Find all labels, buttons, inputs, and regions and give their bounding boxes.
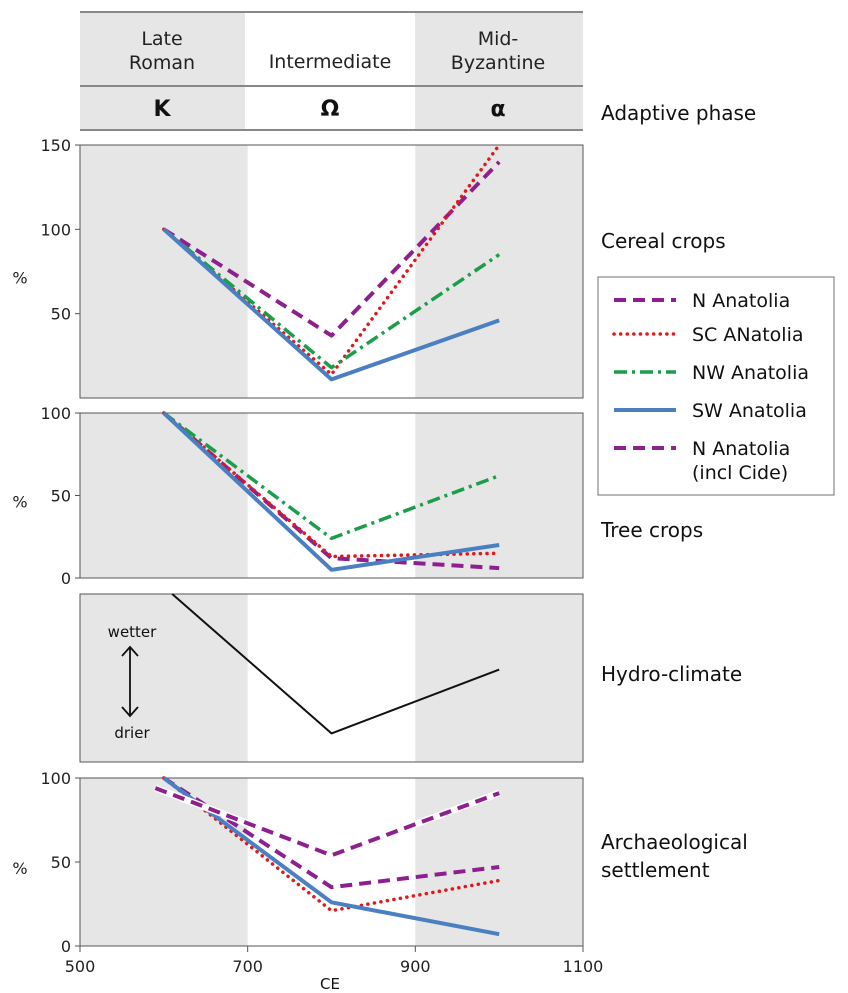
series-line-hydro bbox=[171, 593, 500, 735]
x-axis: 500 700 900 1100 bbox=[65, 946, 604, 976]
x-axis-title: CE bbox=[320, 975, 340, 993]
panel-2: Hydro-climate bbox=[79, 593, 742, 763]
y-tick-label: 50 bbox=[51, 487, 71, 506]
series-line-nw-anatolia bbox=[162, 227, 501, 370]
adaptive-phase-symbol-2: α bbox=[490, 97, 505, 122]
y-tick-label: 100 bbox=[40, 404, 71, 423]
legend-label-0: N Anatolia bbox=[692, 290, 790, 312]
panel-shade bbox=[415, 413, 583, 578]
y-tick-label: 50 bbox=[51, 305, 71, 324]
adaptive-phase-label: Adaptive phase bbox=[601, 101, 756, 125]
header-shade-late-roman bbox=[80, 12, 245, 130]
y-tick-label: 0 bbox=[61, 569, 71, 588]
x-tick-label: 1100 bbox=[563, 957, 604, 976]
x-tick-label: 900 bbox=[400, 957, 431, 976]
panel-label-arch: Archaeological bbox=[601, 830, 748, 854]
series-line-n-anatolia bbox=[162, 411, 500, 571]
x-tick-label: 500 bbox=[65, 957, 96, 976]
y-tick-label: 50 bbox=[51, 853, 71, 872]
panel-1: 0 50 100% Tree crops bbox=[12, 404, 703, 588]
panel-label-cereal: Cereal crops bbox=[601, 229, 726, 253]
period-label-1: Intermediate bbox=[269, 51, 392, 73]
panel-shade bbox=[415, 145, 583, 398]
period-label-0: Roman bbox=[129, 52, 195, 74]
period-label-2: Mid- bbox=[478, 28, 519, 50]
y-tick-label: 0 bbox=[61, 937, 71, 956]
legend: N Anatolia SC ANatolia NW Anatolia SW Anato… bbox=[612, 290, 809, 484]
panel-shade bbox=[80, 594, 248, 762]
legend-label-4: (incl Cide) bbox=[692, 462, 788, 484]
legend-label-3: SW Anatolia bbox=[692, 400, 807, 422]
adaptive-phase-symbol-1: Ω bbox=[321, 97, 340, 122]
panel-3: 0 50 100% Archaeological settlement bbox=[12, 769, 747, 956]
panel-shade bbox=[80, 413, 248, 578]
legend-label-1: SC ANatolia bbox=[692, 324, 804, 346]
panels: 50 100 150% Cereal crops 0 50 100% Tree crops Hy… bbox=[12, 136, 747, 956]
y-axis-label: % bbox=[12, 269, 27, 288]
panel-shade bbox=[415, 778, 583, 946]
panel-label-hydro: Hydro-climate bbox=[601, 662, 742, 686]
x-tick-label: 700 bbox=[232, 957, 263, 976]
series-line-n-anatolia-incl-cide- bbox=[154, 786, 500, 858]
series-line-sc-anatolia bbox=[162, 776, 501, 913]
panel-shade bbox=[80, 145, 248, 398]
panel-0: 50 100 150% Cereal crops bbox=[12, 136, 726, 399]
panel-frame bbox=[79, 593, 584, 763]
panel-shade bbox=[80, 778, 248, 946]
y-tick-label: 100 bbox=[40, 769, 71, 788]
series-line-sc-anatolia bbox=[162, 411, 501, 559]
header-shade-mid-byzantine bbox=[415, 12, 583, 130]
legend-label-2: NW Anatolia bbox=[692, 362, 809, 384]
panel-label-tree: Tree crops bbox=[600, 518, 703, 542]
hydro-drier-label: drier bbox=[114, 724, 150, 742]
y-axis-label: % bbox=[12, 493, 27, 512]
hydro-wetter-label: wetter bbox=[108, 623, 157, 641]
legend-label-4: N Anatolia bbox=[692, 438, 790, 460]
adaptive-phase-symbol-0: K bbox=[153, 97, 171, 122]
series-line-sw-anatolia bbox=[162, 227, 500, 382]
series-line-sw-anatolia bbox=[162, 411, 500, 572]
period-label-0: Late bbox=[141, 28, 182, 50]
period-label-2: Byzantine bbox=[451, 52, 545, 74]
y-tick-label: 150 bbox=[40, 136, 71, 155]
y-axis-label: % bbox=[12, 859, 27, 878]
series-line-sw-anatolia bbox=[162, 776, 500, 937]
series-line-n-anatolia bbox=[162, 160, 501, 338]
legend-box bbox=[597, 276, 835, 496]
wetter-drier-arrow-icon bbox=[121, 645, 139, 718]
panel-frame bbox=[79, 144, 584, 399]
y-tick-label: 100 bbox=[40, 220, 71, 239]
series-line-nw-anatolia bbox=[162, 411, 500, 541]
panel-shade bbox=[415, 594, 583, 762]
panel-label-arch: settlement bbox=[601, 858, 710, 882]
